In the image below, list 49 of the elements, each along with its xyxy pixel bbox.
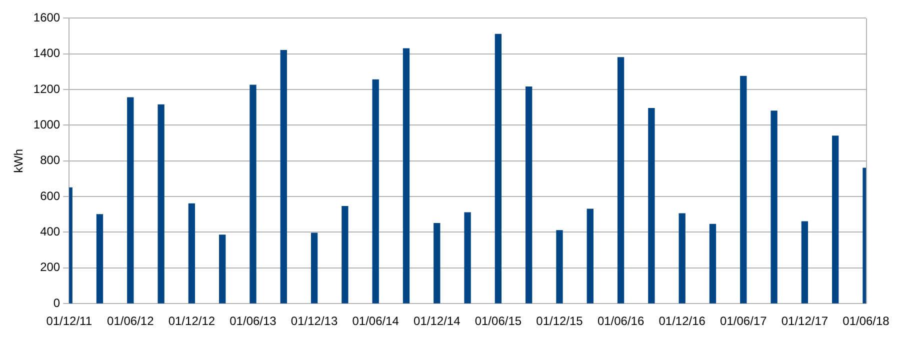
bar: [617, 57, 624, 304]
bar: [678, 213, 686, 304]
bar: [250, 84, 256, 304]
x-tick-label: 01/06/12: [107, 314, 154, 328]
x-tick-label: 01/06/13: [230, 314, 277, 328]
bar: [402, 48, 410, 304]
y-tick-label: 0: [53, 296, 60, 310]
bar: [740, 76, 747, 304]
y-tick-label: 1200: [33, 82, 60, 96]
x-tick-label: 01/06/14: [352, 314, 400, 328]
bar: [158, 104, 164, 304]
bar: [494, 34, 502, 304]
x-tick-label: 01/12/12: [168, 314, 216, 328]
bar: [464, 212, 471, 304]
x-tick-label: 01/06/17: [720, 314, 768, 328]
y-tick-label: 800: [40, 153, 60, 168]
y-tick-label: 1600: [33, 10, 60, 25]
x-tick-label: 01/12/14: [414, 314, 461, 328]
bar: [280, 50, 287, 304]
bar: [434, 223, 440, 304]
x-tick-label: 01/06/16: [597, 314, 644, 328]
bar: [832, 136, 839, 304]
bar: [372, 79, 379, 304]
y-axis-title: kWh: [12, 148, 26, 173]
bar: [770, 110, 778, 304]
x-tick-label: 01/12/13: [290, 314, 338, 328]
y-tick-label: 400: [40, 224, 60, 239]
bar: [96, 214, 104, 304]
y-tick-label: 1000: [33, 118, 60, 132]
bar: [188, 203, 196, 304]
x-tick-label: 01/12/15: [536, 314, 584, 328]
x-tick-label: 01/12/11: [46, 314, 92, 328]
bar: [586, 208, 594, 304]
bar: [310, 232, 318, 304]
x-tick-label: 01/06/15: [474, 314, 522, 328]
y-tick-label: 1400: [33, 46, 60, 60]
bar: [556, 230, 563, 304]
x-tick-label: 01/12/16: [658, 314, 706, 328]
x-tick-label: 01/06/18: [842, 314, 890, 328]
y-tick-label: 200: [40, 260, 60, 274]
bar: [648, 108, 655, 304]
bar: [219, 234, 226, 304]
bar: [709, 224, 716, 304]
y-tick-label: 600: [40, 188, 60, 203]
bar: [127, 97, 134, 304]
bar: [801, 221, 808, 304]
bar: [526, 86, 532, 304]
x-tick-label: 01/12/17: [781, 314, 828, 328]
bar: [342, 206, 348, 304]
